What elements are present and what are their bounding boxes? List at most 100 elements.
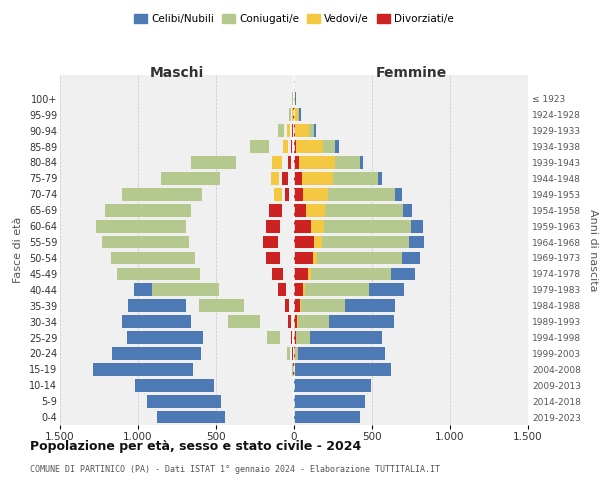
Bar [134,284,176,296]
Bar [294,300,300,312]
Bar [272,156,281,169]
Bar [295,92,296,105]
Bar [157,220,172,232]
Bar [300,300,301,312]
Bar [127,331,203,344]
Bar [278,284,286,296]
Bar [263,236,278,248]
Bar [299,108,301,121]
Bar [309,124,314,137]
Bar [111,252,195,264]
Bar [272,204,277,216]
Bar [298,315,329,328]
Bar [308,268,311,280]
Bar [295,108,298,121]
Bar [395,188,403,200]
Text: Maschi: Maschi [150,66,204,80]
Bar [317,252,401,264]
Bar [335,156,359,169]
Bar [292,124,293,137]
Bar [161,172,220,185]
Bar [294,156,299,169]
Bar [344,300,395,312]
Bar [329,315,394,328]
Bar [292,108,293,121]
Bar [157,410,226,424]
Bar [102,236,190,248]
Bar [314,236,322,248]
Bar [322,236,409,248]
Bar [304,188,328,200]
Bar [287,124,290,137]
Bar [105,204,191,216]
Bar [278,124,284,137]
Bar [260,140,265,153]
Bar [284,188,289,200]
Bar [93,363,193,376]
Bar [294,124,295,137]
Y-axis label: Anni di nascita: Anni di nascita [588,208,598,291]
Bar [323,220,411,232]
Bar [294,188,304,200]
Bar [292,347,293,360]
Bar [288,156,291,169]
Bar [333,172,378,185]
Bar [96,220,187,232]
Bar [250,140,269,153]
Bar [295,347,298,360]
Bar [294,92,295,105]
Bar [268,331,280,344]
Bar [294,347,295,360]
Bar [152,284,218,296]
Bar [122,188,202,200]
Bar [294,220,311,232]
Bar [112,347,201,360]
Bar [144,236,167,248]
Bar [328,188,395,200]
Bar [403,204,412,216]
Bar [304,284,305,296]
Bar [266,252,280,264]
Bar [305,284,369,296]
Y-axis label: Fasce di età: Fasce di età [13,217,23,283]
Bar [278,252,279,264]
Bar [311,220,323,232]
Bar [274,220,277,232]
Bar [325,204,403,216]
Bar [409,236,424,248]
Bar [378,172,382,185]
Bar [314,124,316,137]
Bar [122,315,191,328]
Bar [335,140,339,153]
Text: Femmine: Femmine [376,66,446,80]
Legend: Celibi/Nubili, Coniugati/e, Vedovi/e, Divorziati/e: Celibi/Nubili, Coniugati/e, Vedovi/e, Di… [130,10,458,29]
Bar [292,92,293,105]
Bar [289,108,290,121]
Bar [291,140,292,153]
Bar [294,204,307,216]
Bar [391,268,415,280]
Bar [291,331,292,344]
Bar [266,220,280,232]
Bar [211,172,215,185]
Bar [135,379,214,392]
Bar [275,236,277,248]
Bar [295,124,309,137]
Bar [287,347,290,360]
Bar [272,268,283,280]
Bar [271,172,279,185]
Bar [296,140,323,153]
Bar [289,108,291,121]
Bar [401,252,419,264]
Bar [281,172,288,185]
Bar [411,220,422,232]
Bar [167,204,179,216]
Bar [281,268,283,280]
Bar [323,140,335,153]
Text: COMUNE DI PARTINICO (PA) - Dati ISTAT 1° gennaio 2024 - Elaborazione TUTTITALIA.: COMUNE DI PARTINICO (PA) - Dati ISTAT 1°… [30,465,440,474]
Bar [191,156,236,169]
Bar [294,395,365,407]
Bar [128,300,186,312]
Bar [294,268,308,280]
Bar [294,331,296,344]
